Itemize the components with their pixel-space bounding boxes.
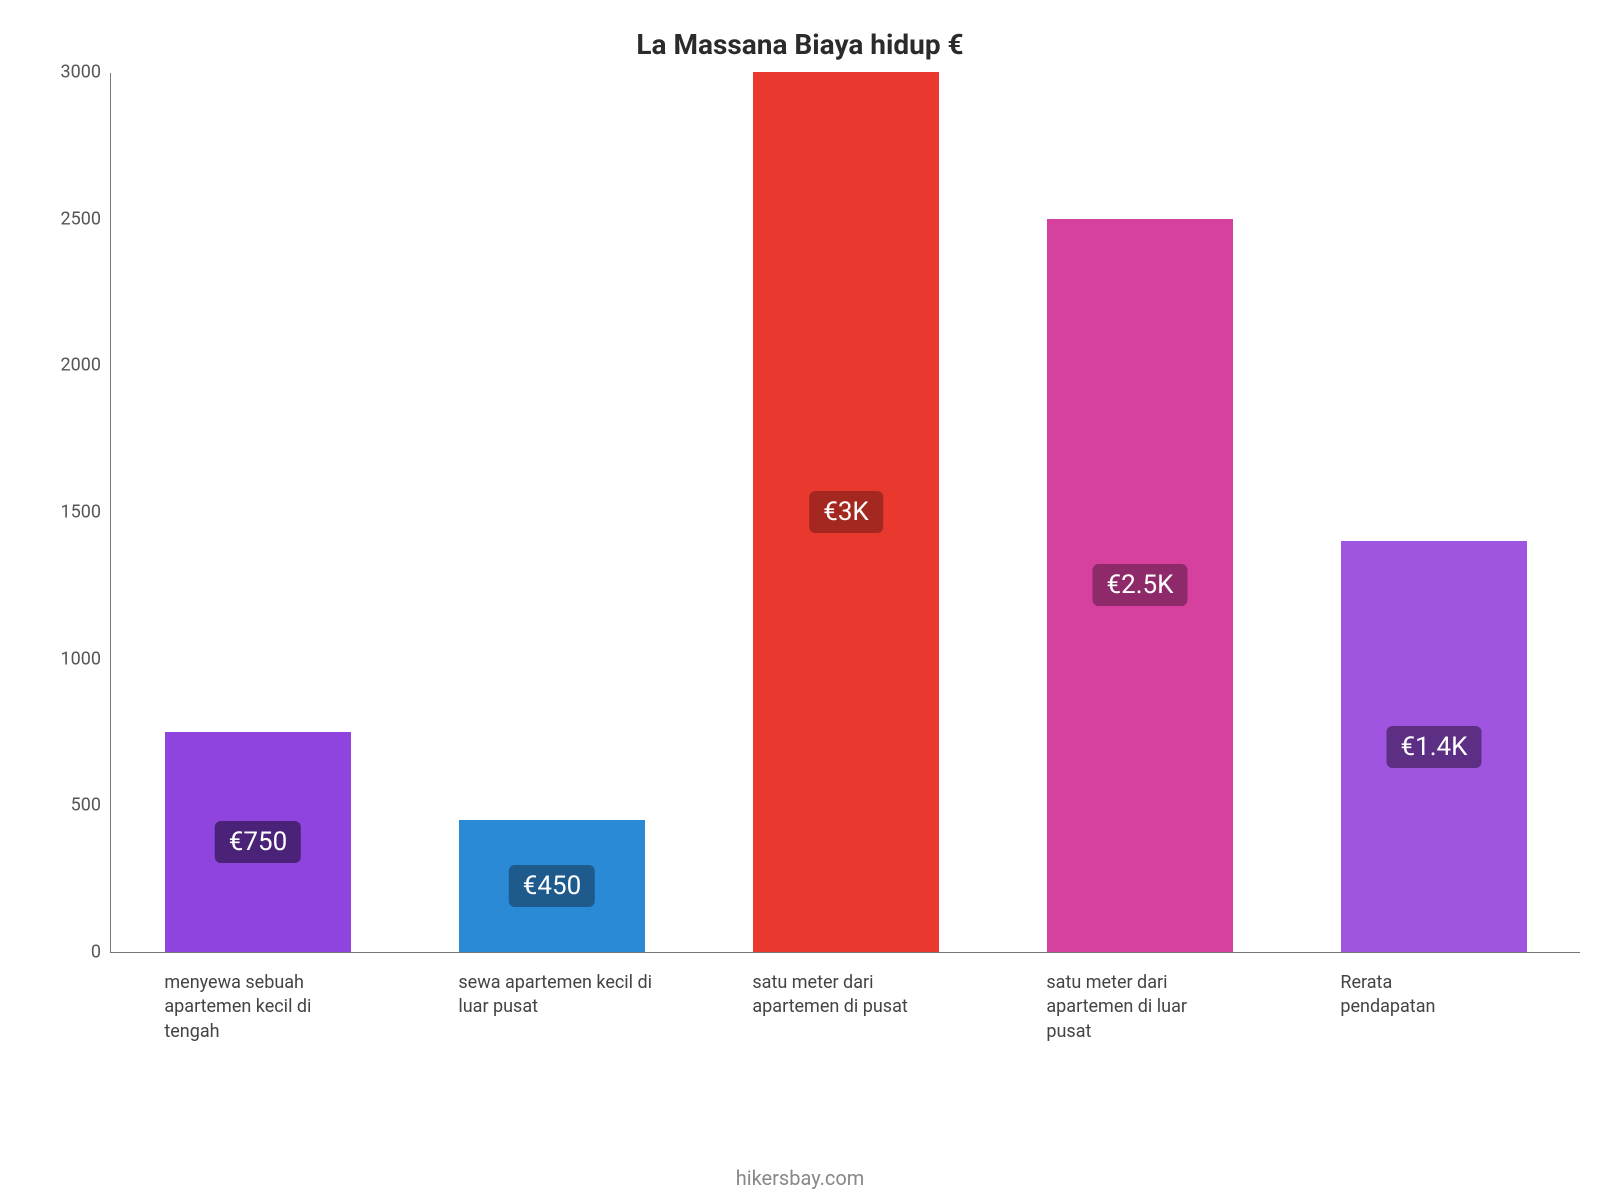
bar-value-label: €3K (809, 491, 883, 533)
bar-slot: €450 (459, 72, 644, 952)
x-axis-label: sewa apartemen kecil di luar pusat (458, 971, 658, 1020)
x-axis-label: satu meter dari apartemen di luar pusat (1046, 971, 1216, 1044)
plot-area: €750€450€3K€2.5K€1.4K 050010001500200025… (110, 73, 1580, 953)
bar-slot: €750 (165, 72, 350, 952)
chart-container: La Massana Biaya hidup € €750 €450 €3K €2.5… (0, 0, 1600, 1200)
bar: €450 (459, 820, 644, 952)
bar-slot: €1.4K (1341, 72, 1526, 952)
y-tick-label: 2000 (41, 355, 101, 376)
footer-attribution: hikersbay.com (0, 1166, 1600, 1190)
y-tick-label: 3000 (41, 62, 101, 83)
bar-value-label: €2.5K (1092, 564, 1187, 606)
y-tick-label: 500 (41, 795, 101, 816)
bar: €750 (165, 732, 350, 952)
x-axis-label: menyewa sebuah apartemen kecil di tengah (164, 971, 334, 1044)
y-tick-label: 2500 (41, 208, 101, 229)
bar-slot: €2.5K (1047, 72, 1232, 952)
bars-layer: €750 €450 €3K €2.5K €1.4K (111, 73, 1580, 952)
y-tick-label: 1000 (41, 648, 101, 669)
x-axis-label: satu meter dari apartemen di pusat (752, 971, 922, 1020)
bar-value-label: €1.4K (1386, 726, 1481, 768)
y-tick-label: 1500 (41, 502, 101, 523)
x-axis: menyewa sebuah apartemen kecil di tengah… (110, 953, 1580, 1133)
bar-slot: €3K (753, 72, 938, 952)
bar: €3K (753, 72, 938, 952)
bar-value-label: €450 (509, 865, 595, 907)
bar: €1.4K (1341, 541, 1526, 952)
y-tick-label: 0 (41, 942, 101, 963)
bar: €2.5K (1047, 219, 1232, 952)
bar-value-label: €750 (215, 821, 301, 863)
chart-title: La Massana Biaya hidup € (40, 28, 1560, 61)
x-axis-label: Rerata pendapatan (1340, 971, 1490, 1020)
